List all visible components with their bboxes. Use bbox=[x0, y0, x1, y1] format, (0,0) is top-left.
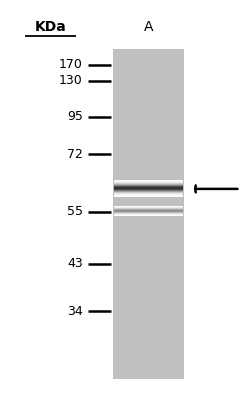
Text: 170: 170 bbox=[59, 58, 83, 72]
Text: A: A bbox=[144, 20, 153, 34]
Text: 72: 72 bbox=[67, 148, 83, 161]
Bar bbox=[113, 49, 185, 379]
Text: 43: 43 bbox=[67, 257, 83, 270]
Text: 34: 34 bbox=[67, 305, 83, 318]
Text: 55: 55 bbox=[67, 206, 83, 218]
Text: 130: 130 bbox=[59, 74, 83, 87]
Text: KDa: KDa bbox=[35, 20, 66, 34]
Text: 95: 95 bbox=[67, 110, 83, 123]
